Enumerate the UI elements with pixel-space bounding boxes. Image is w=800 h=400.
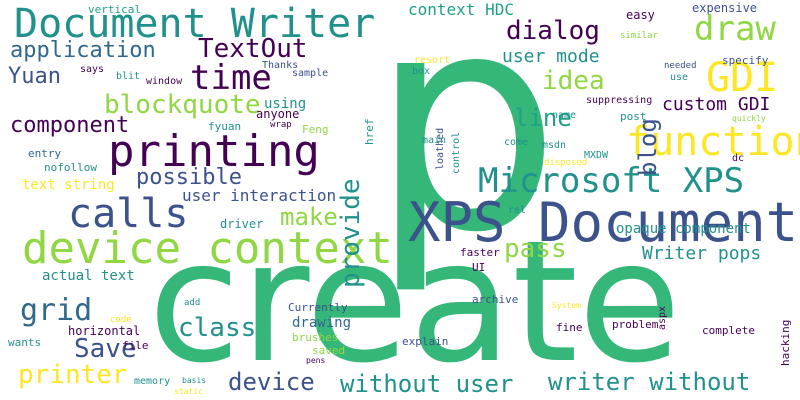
word-file: file xyxy=(122,339,149,352)
word-archive: archive xyxy=(472,293,519,306)
word-rel: rel xyxy=(508,205,527,216)
word-faster: faster xyxy=(460,246,500,259)
word-xps-document: XPS Document xyxy=(408,191,799,254)
word-basis: basis xyxy=(182,376,207,385)
word-save: Save xyxy=(74,334,137,364)
word-make: make xyxy=(280,203,338,231)
word-microsoft-xps: Microsoft XPS xyxy=(478,161,745,201)
word-writer-pops: Writer pops xyxy=(642,243,762,264)
word-specify: specify xyxy=(722,54,769,67)
word-printing: printing xyxy=(108,126,320,177)
word-entry: entry xyxy=(28,147,62,160)
word-resort: resort xyxy=(414,55,451,66)
word-ui: UI xyxy=(472,261,486,274)
word-brushes: brushes xyxy=(292,331,339,344)
word-nofollow: nofollow xyxy=(44,161,97,174)
word-device: device xyxy=(228,368,315,396)
word-mxdw: MXDW xyxy=(584,150,609,161)
word-writer-without: writer without xyxy=(548,368,751,396)
word-grid: grid xyxy=(20,293,93,328)
word-gdi: GDI xyxy=(706,55,779,101)
word-using: using xyxy=(264,96,307,112)
word-provide: provide xyxy=(336,178,366,288)
word-fine: fine xyxy=(556,321,583,334)
word-similar: similar xyxy=(620,31,658,41)
word-add: add xyxy=(184,298,201,308)
word-sample: sample xyxy=(292,68,329,79)
word-hacking: hacking xyxy=(779,319,792,366)
word-suppressing: suppressing xyxy=(586,95,653,106)
word-context-hdc: context HDC xyxy=(408,0,514,19)
word-thanks: Thanks xyxy=(262,60,299,71)
word-aspx: aspx xyxy=(657,305,668,330)
word-explain: explain xyxy=(402,335,449,348)
word-calls: calls xyxy=(68,191,189,237)
word-dc: dc xyxy=(732,153,745,164)
word-fyuan: fyuan xyxy=(208,120,242,133)
word-blit: blit xyxy=(116,71,141,82)
word-custom-gdi: custom GDI xyxy=(662,94,771,115)
word-href: href xyxy=(363,118,376,146)
word-problem: problem xyxy=(612,318,659,331)
word-document-writer: Document Writer xyxy=(14,1,376,47)
word-window: window xyxy=(146,76,183,87)
word-feng: Feng xyxy=(302,123,329,136)
word-currently: Currently xyxy=(288,301,348,314)
word-anyone: anyone xyxy=(256,107,300,121)
word-come: come xyxy=(504,137,529,148)
word-opaque-component: opaque component xyxy=(616,221,751,237)
word-time: time xyxy=(190,58,272,98)
word-quickly: quickly xyxy=(732,114,766,123)
word-application: application xyxy=(10,38,156,63)
word-idea: idea xyxy=(542,66,605,96)
word-complete: complete xyxy=(702,324,755,337)
word-printer: printer xyxy=(18,360,128,390)
word-component: component xyxy=(10,113,130,138)
word-p: p xyxy=(370,0,561,298)
word-blockquote: blockquote xyxy=(104,90,261,120)
word-function: function xyxy=(626,119,800,165)
word-box: box xyxy=(412,66,431,77)
word-device-context: device context xyxy=(22,223,393,274)
word-post: post xyxy=(620,110,647,123)
word-line: line xyxy=(514,104,572,132)
word-wants: wants xyxy=(8,336,42,349)
word-static: static xyxy=(174,387,203,396)
word-user-interaction: user interaction xyxy=(182,186,337,205)
word-actual-text: actual text xyxy=(42,268,135,284)
word-expensive: expensive xyxy=(692,1,758,15)
word-wrap: wrap xyxy=(270,120,292,130)
word-yuan: Yuan xyxy=(8,64,61,89)
word-main: main xyxy=(422,135,447,146)
word-name: name xyxy=(552,110,577,121)
word-drawing: drawing xyxy=(292,315,352,331)
word-without-user: without user xyxy=(340,370,514,398)
word-msdn: msdn xyxy=(542,140,567,151)
word-textout: TextOut xyxy=(198,34,308,64)
word-dialog: dialog xyxy=(506,16,600,46)
word-draw: draw xyxy=(694,9,776,49)
word-class: class xyxy=(178,313,257,343)
word-memory: memory xyxy=(134,376,171,387)
word-easy: easy xyxy=(626,8,655,22)
word-user-mode: user mode xyxy=(502,46,600,67)
word-create: create xyxy=(148,204,682,400)
word-driver: driver xyxy=(220,217,264,231)
word-blog: blog xyxy=(634,118,662,176)
word-system: System xyxy=(552,301,581,310)
word-pens: pens xyxy=(306,356,326,365)
word-horizontal: horizontal xyxy=(68,324,141,338)
word-says: says xyxy=(80,64,105,75)
word-needed: needed xyxy=(664,61,697,71)
word-possible: possible xyxy=(136,165,242,190)
word-disposed: disposed xyxy=(544,158,588,168)
word-text-string: text string xyxy=(22,177,115,193)
word-code: code xyxy=(110,315,132,325)
word-use: use xyxy=(670,72,689,83)
word-saved: saved xyxy=(312,344,346,357)
word-control: control xyxy=(451,131,462,174)
word-vertical: vertical xyxy=(88,3,141,16)
word-pass: pass xyxy=(504,234,567,264)
